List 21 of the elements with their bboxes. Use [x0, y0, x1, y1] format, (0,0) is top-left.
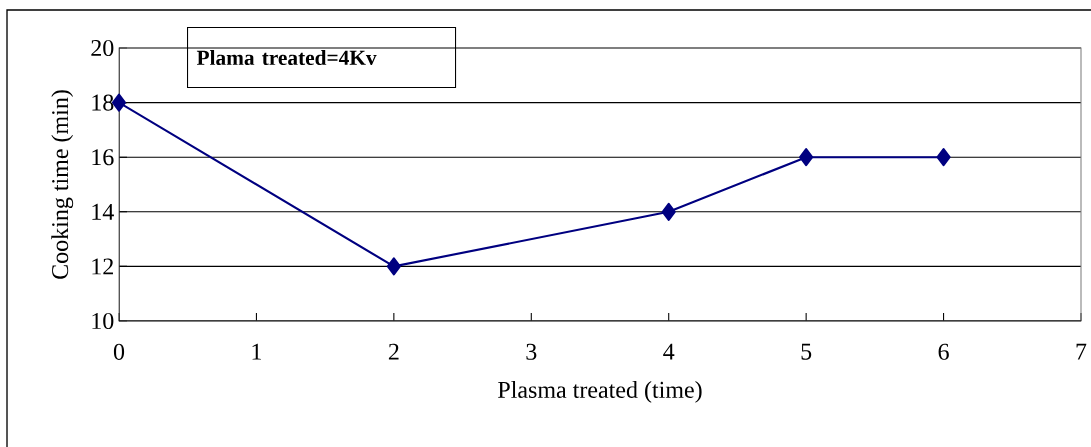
- y-tick-label: 20: [91, 39, 114, 57]
- y-tick-label: 18: [92, 94, 114, 111]
- y-tick-label: 12: [92, 258, 113, 275]
- x-axis-title: Plasma treated (time): [498, 381, 702, 403]
- y-tick-label: 14: [92, 203, 114, 220]
- annotation: Plama treated=4Kv: [196, 50, 377, 66]
- x-tick-label: 3: [526, 343, 537, 360]
- point: [799, 148, 814, 167]
- y-tick-label: 10: [92, 312, 114, 330]
- y-axis-title: Cooking time (min): [51, 90, 74, 279]
- x-tick-label: 0: [113, 343, 125, 360]
- x-tick-label: 2: [388, 343, 399, 360]
- x-tick-label: 6: [938, 343, 949, 360]
- x-tick-label: 5: [801, 343, 812, 360]
- x-tick-label: 4: [663, 343, 675, 360]
- point: [386, 257, 401, 276]
- x-tick-label: 1: [252, 343, 261, 360]
- y-tick-label: 16: [92, 149, 114, 166]
- point: [661, 202, 676, 221]
- point: [936, 148, 951, 167]
- x-tick-label: 7: [1076, 343, 1087, 360]
